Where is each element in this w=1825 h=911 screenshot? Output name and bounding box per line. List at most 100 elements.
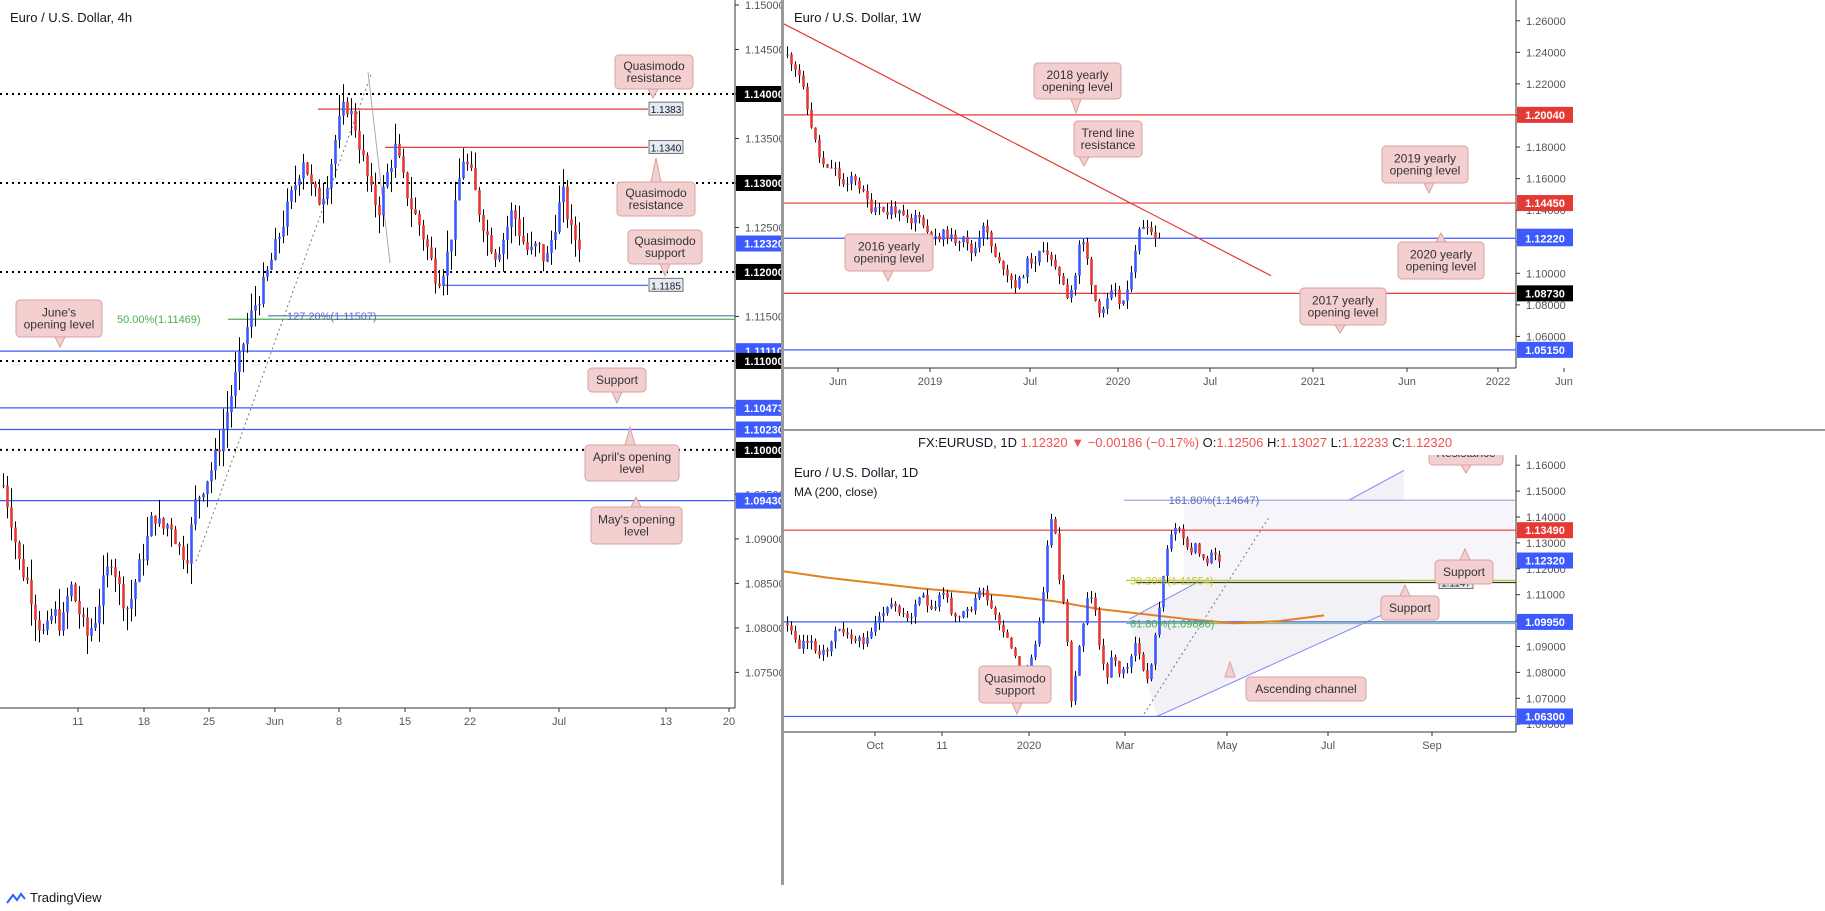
chart-panel-1w[interactable]: 1.260001.240001.220001.200001.180001.160…	[784, 0, 1825, 429]
callout-text: opening level	[1308, 306, 1379, 320]
candle-body	[1138, 643, 1141, 655]
x-tick-label: Jun	[266, 716, 284, 728]
price-axis-label-bg	[736, 399, 781, 416]
callout-text: opening level	[24, 318, 95, 332]
y-tick-label: 1.14500	[745, 44, 781, 56]
candle-body	[1034, 262, 1037, 264]
callout-pointer	[1078, 156, 1090, 168]
candle-body	[578, 239, 581, 250]
level-tag-bg	[648, 139, 684, 154]
candle-body	[822, 157, 825, 165]
chart-1d-svg[interactable]: 1.160001.150001.140001.130001.120001.110…	[784, 455, 1825, 885]
y-tick-label: 1.08000	[745, 623, 781, 635]
panel-divider-horizontal[interactable]	[784, 429, 1825, 431]
callout-pointer	[54, 336, 66, 349]
candle-body	[210, 470, 213, 482]
candle-body	[478, 189, 481, 215]
tradingview-logo-icon	[6, 891, 26, 904]
chart-1w-candles	[786, 46, 1161, 318]
candle-body	[258, 304, 261, 306]
candle-body	[990, 232, 993, 247]
candle-body	[1038, 620, 1041, 645]
candle-body	[894, 206, 897, 214]
candle-body	[826, 164, 829, 168]
candle-body	[1010, 275, 1013, 281]
chart-1w-title: Euro / U.S. Dollar, 1W	[794, 10, 922, 25]
candle-body	[530, 246, 533, 251]
y-tick-label: 1.16000	[1526, 174, 1566, 186]
x-tick-label: 2022	[1486, 376, 1510, 388]
candle-body	[878, 206, 881, 208]
candle-body	[1014, 280, 1017, 288]
x-tick-label: Jul	[1023, 376, 1037, 388]
annotation-callout: Resistance	[1428, 455, 1504, 474]
x-tick-label: 2020	[1106, 376, 1130, 388]
candle-body	[1030, 258, 1033, 264]
candle-body	[242, 344, 245, 352]
price-axis-label-bg	[736, 421, 781, 438]
chart-panel-1d[interactable]: 1.16000 1.15000 1.14000 1.13000 1.12000 1.110…	[784, 455, 1825, 885]
y-tick-label: 1.08500	[745, 578, 781, 590]
legend-open-label: O:	[1202, 435, 1217, 450]
chart-4h-svg[interactable]: 1.15000 1.14500 1.14000 1.13500 1.13000 1.125…	[0, 0, 781, 885]
x-tick-label: 15	[399, 716, 411, 728]
candle-body	[1114, 657, 1117, 661]
candle-body	[834, 630, 837, 642]
candle-body	[406, 172, 409, 199]
candle-body	[1026, 258, 1029, 277]
candle-body	[566, 186, 569, 220]
candle-body	[110, 566, 113, 568]
candle-body	[854, 175, 857, 181]
candle-body	[1106, 298, 1109, 309]
panel-divider-vertical[interactable]	[781, 0, 784, 885]
annotation-callout: Support	[587, 367, 647, 405]
candle-body	[434, 258, 437, 284]
x-tick-label: Jun	[829, 376, 847, 388]
callout-box	[1073, 120, 1143, 158]
candle-body	[58, 609, 61, 631]
price-axis-label-bg	[1517, 285, 1573, 302]
callout-pointer	[650, 157, 662, 183]
chart-1w-svg[interactable]: 1.260001.240001.220001.200001.180001.160…	[784, 0, 1825, 429]
candle-body	[334, 139, 337, 164]
callout-text: resistance	[629, 198, 684, 212]
footer[interactable]: TradingView	[6, 890, 102, 905]
legend-change: −0.00186 (−0.17%)	[1087, 435, 1200, 450]
fib-trend-line	[195, 71, 373, 562]
candle-body	[138, 559, 141, 582]
candle-body	[802, 75, 805, 87]
candle-body	[846, 183, 849, 185]
candle-body	[962, 611, 965, 618]
candle-body	[978, 590, 981, 599]
candle-body	[382, 186, 385, 216]
candle-body	[910, 217, 913, 224]
candle-body	[62, 612, 65, 631]
candle-body	[954, 234, 957, 244]
candle-body	[1126, 289, 1129, 301]
callout-text: opening level	[1390, 164, 1461, 178]
candle-body	[990, 600, 993, 608]
candle-body	[942, 592, 945, 595]
candle-body	[1086, 598, 1089, 624]
candle-body	[198, 497, 201, 500]
price-axis-label: 1.09430	[744, 496, 781, 508]
candle-body	[974, 598, 977, 611]
y-tick-label: 1.08000	[1526, 667, 1566, 679]
callout-text: opening level	[1406, 260, 1477, 274]
candle-body	[230, 395, 233, 413]
legend-open: 1.12506	[1216, 435, 1264, 450]
candle-body	[338, 115, 341, 140]
candle-body	[870, 631, 873, 638]
candle-body	[870, 199, 873, 213]
chart-panel-4h[interactable]: 1.15000 1.14500 1.14000 1.13500 1.13000 1.125…	[0, 0, 781, 885]
x-tick-label: Mar	[1116, 740, 1135, 752]
candle-body	[150, 515, 153, 536]
price-axis-label: 1.09950	[1525, 617, 1565, 629]
price-axis-label: 1.13000	[744, 178, 781, 190]
x-tick-label: 20	[723, 716, 735, 728]
footer-brand: TradingView	[30, 890, 102, 905]
candle-body	[1006, 269, 1009, 276]
fib-trend-line	[367, 71, 391, 264]
candle-body	[1062, 275, 1065, 285]
